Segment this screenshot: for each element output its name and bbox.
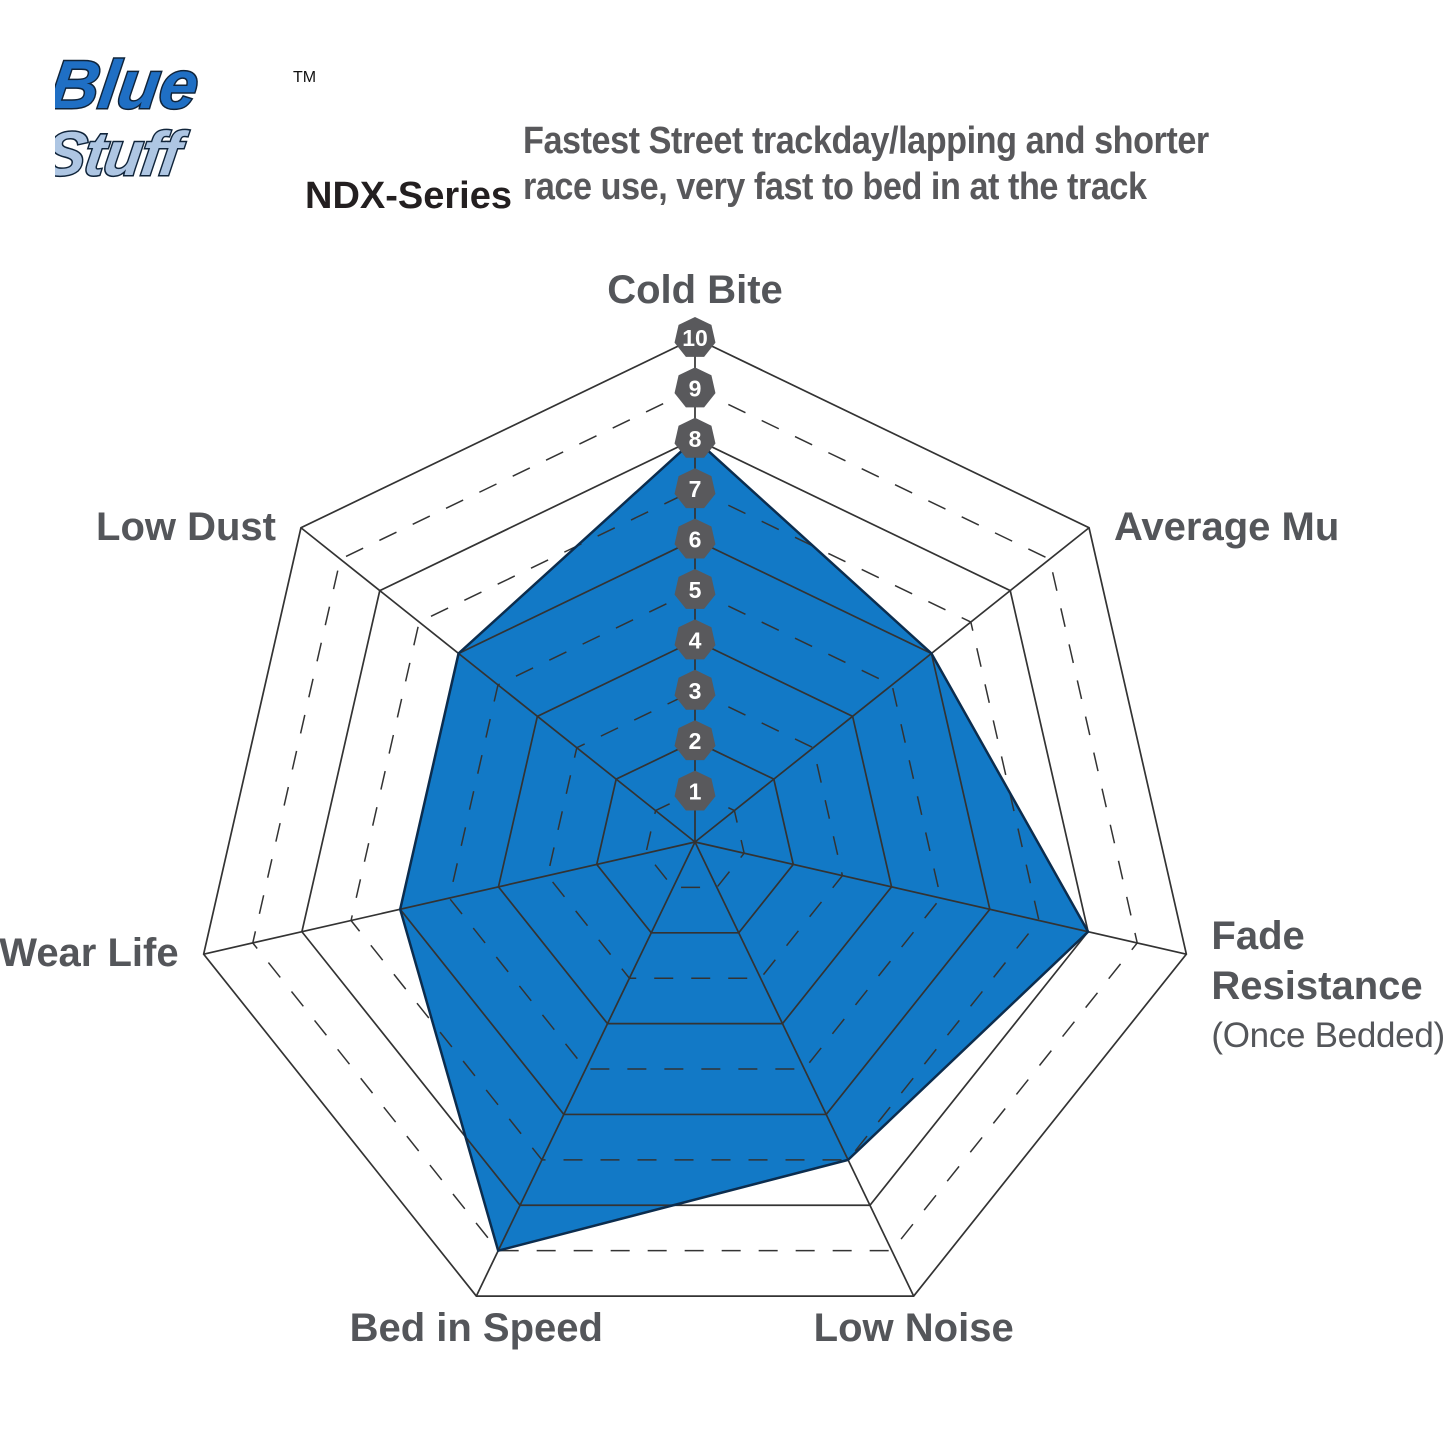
svg-text:Low Dust: Low Dust xyxy=(96,505,276,549)
svg-text:2: 2 xyxy=(689,728,702,754)
svg-text:8: 8 xyxy=(689,426,702,452)
svg-text:Cold Bite: Cold Bite xyxy=(607,268,783,312)
svg-text:5: 5 xyxy=(689,577,702,603)
svg-text:Average Mu: Average Mu xyxy=(1114,505,1339,549)
svg-text:Blue: Blue xyxy=(55,47,203,123)
svg-text:7: 7 xyxy=(689,476,702,502)
svg-text:9: 9 xyxy=(689,375,702,401)
svg-text:4: 4 xyxy=(689,627,702,653)
svg-text:Wear Life: Wear Life xyxy=(0,931,179,975)
svg-text:Resistance: Resistance xyxy=(1211,964,1422,1008)
svg-text:Fade: Fade xyxy=(1211,914,1304,958)
svg-text:6: 6 xyxy=(689,527,702,553)
svg-text:TM: TM xyxy=(293,69,316,86)
svg-text:1: 1 xyxy=(689,779,702,805)
svg-text:Bed in Speed: Bed in Speed xyxy=(350,1306,603,1350)
svg-text:3: 3 xyxy=(689,678,702,704)
svg-text:Stuff: Stuff xyxy=(55,120,191,189)
svg-text:10: 10 xyxy=(682,325,708,351)
svg-text:Low Noise: Low Noise xyxy=(814,1306,1014,1350)
svg-text:(Once Bedded): (Once Bedded) xyxy=(1211,1016,1444,1055)
